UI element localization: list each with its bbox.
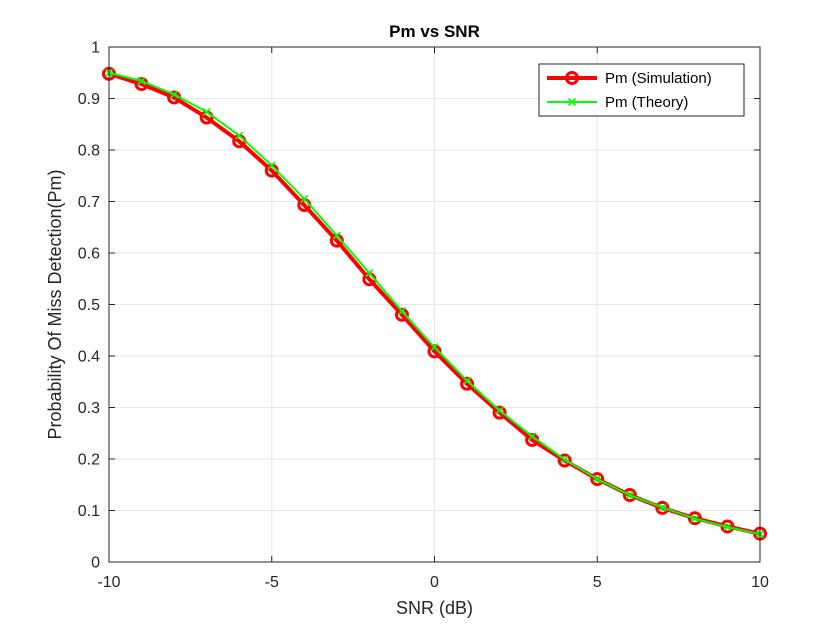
data-point [655,500,670,515]
data-point [528,432,537,441]
y-tick-label: 0.1 [78,503,100,520]
data-point [557,453,572,468]
data-point [462,376,472,385]
data-point [300,194,309,203]
legend-label: Pm (Simulation) [605,70,712,87]
data-point [235,131,244,140]
tick-labels: -10 -5 0 5 10 0 0.1 0.2 0.3 0.4 0.5 0.6 0.7 0.8 0.9 1 [78,40,769,592]
y-tick-label: 0.3 [78,400,100,417]
data-point [460,376,475,391]
x-axis-label: SNR (dB) [396,598,473,618]
x-tick-label: -10 [97,574,120,591]
y-tick-label: 0.2 [78,452,100,469]
series-2 [104,68,765,539]
data-point [365,269,374,278]
data-point [690,514,699,523]
y-tick-label: 0 [91,555,100,572]
x-tick-label: 5 [593,574,602,591]
x-tick-label: -5 [265,574,279,591]
data-point [170,90,179,99]
y-tick-label: 0.5 [78,297,100,314]
legend-marker [565,71,579,85]
data-point [687,511,702,526]
data-point [332,231,341,240]
data-point [560,455,569,464]
data-point [394,307,409,322]
series-layer [102,66,767,541]
y-tick-label: 0.6 [78,246,100,263]
data-point [625,490,634,500]
data-point [397,307,407,316]
y-tick-label: 1 [91,40,100,57]
legend: Pm (Simulation) Pm (Theory) [538,63,745,117]
chart-title: Pm vs SNR [389,22,480,41]
y-tick-label: 0.9 [78,91,100,108]
data-point [202,107,211,116]
data-point [590,472,605,487]
data-point [495,406,504,415]
data-point [593,475,602,484]
y-tick-label: 0.7 [78,194,100,211]
legend-marker [567,97,577,107]
legend-item: Pm (Simulation) [547,70,712,87]
y-axis-label: Probability Of Miss Detection(Pm) [45,169,65,439]
data-point [430,343,439,352]
legend-label: Pm (Theory) [605,94,688,111]
x-tick-label: 0 [430,574,439,591]
data-point [267,161,276,170]
y-tick-label: 0.4 [78,349,100,366]
data-point [137,76,146,86]
ticks [108,46,761,563]
y-tick-label: 0.8 [78,143,100,160]
data-point [492,405,507,420]
legend-item: Pm (Theory) [547,94,688,111]
x-tick-label: 10 [751,574,769,591]
data-point [622,488,637,503]
data-point [723,522,732,532]
data-point [658,503,667,512]
